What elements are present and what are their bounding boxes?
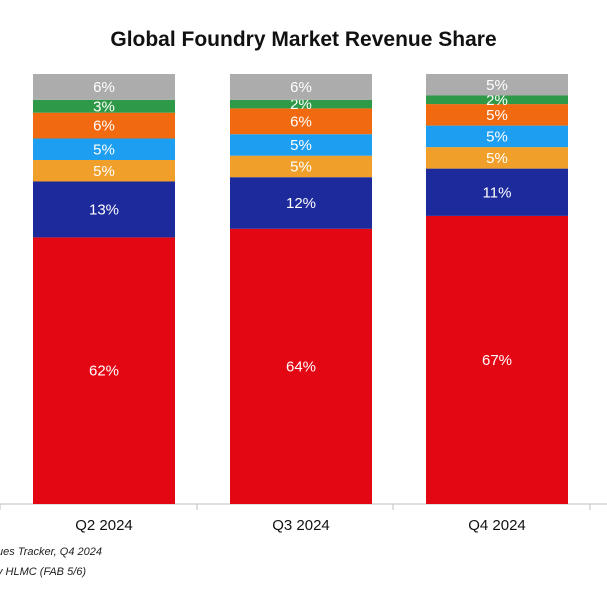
data-label: 5% bbox=[93, 163, 115, 180]
x-tick-label: Q2 2024 bbox=[75, 517, 133, 534]
data-label: 5% bbox=[486, 150, 508, 167]
bar-segment bbox=[426, 74, 568, 96]
data-label: 11% bbox=[483, 184, 512, 201]
bar-segment bbox=[33, 112, 175, 139]
data-label: 62% bbox=[89, 363, 119, 380]
bar-segment bbox=[33, 74, 175, 100]
bar-segment bbox=[426, 125, 568, 148]
bar-segment bbox=[426, 95, 568, 105]
data-label: 5% bbox=[486, 77, 508, 94]
bar-segment bbox=[426, 168, 568, 216]
data-label: 6% bbox=[93, 79, 115, 96]
x-tick-label: Q3 2024 bbox=[272, 517, 330, 534]
bar-segment bbox=[230, 99, 372, 109]
chart-title: Global Foundry Market Revenue Share bbox=[110, 28, 497, 51]
x-tick-label: Q4 2024 bbox=[468, 517, 526, 534]
bar-segment bbox=[426, 104, 568, 126]
data-label: 2% bbox=[290, 96, 312, 113]
bar-segment bbox=[230, 155, 372, 178]
data-label: 12% bbox=[286, 195, 316, 212]
bar-segment bbox=[426, 147, 568, 169]
data-label: 5% bbox=[290, 137, 312, 154]
data-label: 67% bbox=[482, 352, 512, 369]
bar-segment bbox=[33, 160, 175, 182]
bar-segment bbox=[426, 215, 568, 504]
data-label: 3% bbox=[93, 98, 115, 115]
data-label: 5% bbox=[93, 141, 115, 158]
footnote-source: ues Tracker, Q4 2024 bbox=[0, 546, 102, 558]
data-label: 6% bbox=[93, 118, 115, 135]
data-label: 5% bbox=[486, 107, 508, 124]
bar-segment bbox=[33, 237, 175, 504]
bar-segment bbox=[230, 134, 372, 156]
bar-segment bbox=[230, 177, 372, 229]
data-label: 5% bbox=[486, 128, 508, 145]
data-label: 64% bbox=[286, 358, 316, 375]
bar-segment bbox=[230, 74, 372, 100]
bar-segment bbox=[33, 181, 175, 238]
bar-segment bbox=[33, 99, 175, 113]
data-label: 5% bbox=[290, 158, 312, 175]
bar-segment bbox=[230, 108, 372, 135]
footnote-note: y HLMC (FAB 5/6) bbox=[0, 566, 87, 578]
data-label: 6% bbox=[290, 79, 312, 96]
bar-segment bbox=[230, 228, 372, 505]
data-label: 6% bbox=[290, 113, 312, 130]
data-label: 2% bbox=[486, 92, 508, 109]
bar-segment bbox=[33, 138, 175, 160]
data-label: 13% bbox=[89, 201, 119, 218]
